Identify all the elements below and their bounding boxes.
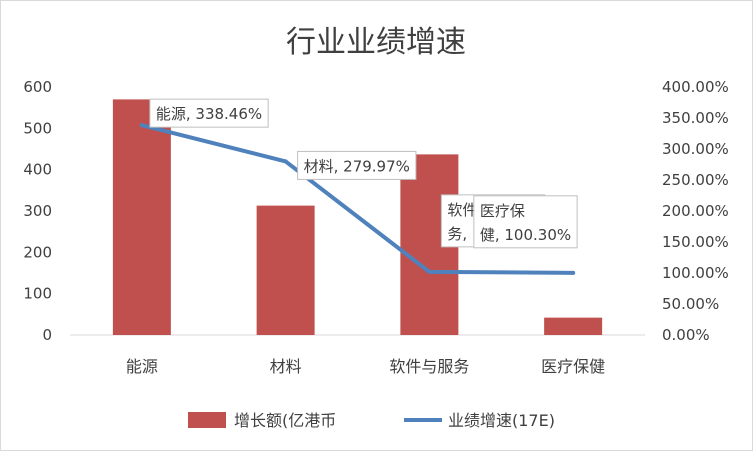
data-label-text: 材料, 279.97%	[304, 157, 410, 175]
legend-swatch-bar	[188, 412, 226, 428]
right-axis-tick: 100.00%	[662, 264, 729, 282]
line-point	[139, 123, 144, 128]
data-label-box	[149, 98, 269, 128]
line-path	[139, 123, 576, 275]
left-axis-tick: 300	[23, 202, 52, 220]
left-axis-tick: 200	[23, 243, 52, 261]
left-axis: 0 100 200 300 400 500 600	[23, 78, 52, 344]
bar	[544, 317, 603, 335]
left-axis-tick: 600	[23, 78, 52, 96]
right-axis-tick: 350.00%	[662, 109, 729, 127]
legend-label-bar: 增长额(亿港币	[234, 411, 336, 430]
data-label-callout: 能源, 338.46%	[149, 98, 269, 128]
legend-label-line: 业绩增速(17E)	[448, 411, 555, 430]
line-point	[283, 159, 288, 164]
line-point	[427, 269, 432, 274]
data-label-box	[297, 150, 417, 180]
right-axis: 0.00% 50.00% 100.00% 150.00% 200.00% 250.00% 3…	[662, 78, 729, 344]
right-axis-tick: 0.00%	[662, 326, 710, 344]
category-label: 材料	[270, 357, 302, 376]
data-label-box	[473, 195, 578, 249]
line-series	[139, 123, 576, 275]
bar	[112, 99, 171, 336]
data-labels: 能源, 338.46%材料, 279.97%软件与服务务, 101.85%医疗保…	[149, 98, 578, 249]
data-label-text: 医疗保	[480, 202, 525, 220]
bar-series	[112, 99, 603, 336]
legend: 增长额(亿港币 业绩增速(17E)	[188, 411, 555, 430]
right-axis-tick: 250.00%	[662, 171, 729, 189]
category-label: 软件与服务	[389, 357, 469, 376]
line-point	[571, 270, 576, 275]
left-axis-tick: 400	[23, 161, 52, 179]
left-axis-tick: 100	[23, 285, 52, 303]
right-axis-tick: 50.00%	[662, 295, 719, 313]
category-label: 能源	[126, 357, 158, 376]
data-label-callout: 医疗保健, 100.30%	[473, 195, 578, 249]
category-label: 医疗保健	[541, 357, 605, 376]
data-label-callout: 材料, 279.97%	[297, 150, 417, 180]
right-axis-tick: 300.00%	[662, 140, 729, 158]
left-axis-tick: 0	[42, 326, 52, 344]
right-axis-tick: 200.00%	[662, 202, 729, 220]
category-labels: 能源 材料 软件与服务 医疗保健	[126, 357, 605, 376]
right-axis-tick: 150.00%	[662, 233, 729, 251]
left-axis-tick: 500	[23, 119, 52, 137]
data-label-text: 健, 100.30%	[480, 226, 571, 244]
right-axis-tick: 400.00%	[662, 78, 729, 96]
bar	[256, 205, 315, 335]
chart-title: 行业业绩增速	[286, 25, 466, 60]
data-label-text: 能源, 338.46%	[156, 105, 262, 123]
